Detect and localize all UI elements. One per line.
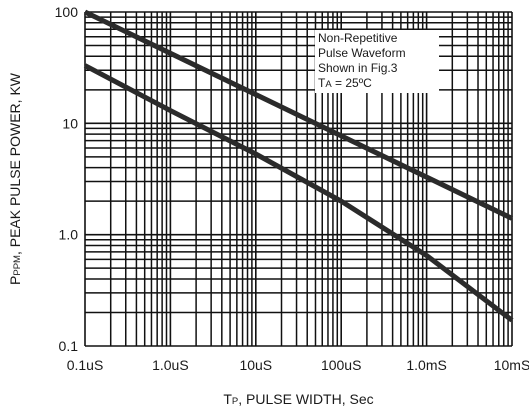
x-tick-label: 10mS [494,357,529,373]
y-tick-label: 1.0 [59,227,79,243]
x-tick-label: 10uS [239,357,272,373]
y-tick-labels: 0.1 1.0 10 100 [55,4,79,354]
data-lines [83,9,514,323]
annotation-line-4: TA = 25ºC [318,76,372,90]
x-axis-title-rest: , PULSE WIDTH, Sec [238,391,373,407]
annotation-ta-sub: A [325,79,332,90]
x-axis-title-sub: P [232,396,238,407]
annotation-ta-rest: = 25ºC [332,76,372,90]
annotation-line-2: Pulse Waveform [318,46,406,60]
y-tick-label: 10 [62,115,78,131]
x-tick-label: 1.0uS [152,357,189,373]
x-tick-label: 1.0mS [406,357,446,373]
x-tick-label: 100uS [321,357,361,373]
y-axis-title-main: P [7,276,23,285]
annotation-background [315,30,439,93]
x-axis-title: TP, PULSE WIDTH, Sec [223,391,373,407]
series-line-1 [83,9,514,221]
annotation-box: Non-Repetitive Pulse Waveform Shown in F… [315,30,439,93]
annotation-line-3: Shown in Fig.3 [318,61,398,75]
series-line-2 [83,63,514,323]
y-tick-label: 0.1 [59,338,79,354]
x-tick-labels: 0.1uS 1.0uS 10uS 100uS 1.0mS 10mS [67,357,529,373]
y-axis-title-rest: , PEAK PULSE POWER, KW [7,72,23,255]
y-axis-title: PPPM, PEAK PULSE POWER, KW [7,72,23,285]
y-axis-title-sub: PPM [12,255,23,276]
grid [84,11,513,347]
x-tick-label: 0.1uS [67,357,104,373]
annotation-line-1: Non-Repetitive [318,31,398,45]
annotation-ta-main: T [318,76,326,90]
y-tick-label: 100 [55,4,79,20]
x-axis-title-main: T [223,391,232,407]
